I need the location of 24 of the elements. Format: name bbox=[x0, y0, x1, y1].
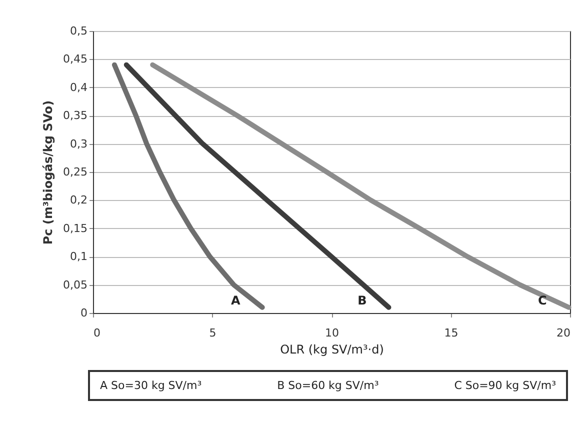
x-tick-label: 10 bbox=[325, 326, 339, 340]
x-tick-label: 0 bbox=[94, 326, 100, 340]
y-tick-label: 0,4 bbox=[70, 80, 88, 94]
x-tick-label: 15 bbox=[444, 326, 458, 340]
y-tick-label: 0,45 bbox=[63, 52, 88, 66]
text: A So=30 kg SV/m³ bbox=[100, 379, 202, 392]
y-tick-label: 0,15 bbox=[63, 222, 88, 235]
text: B So=60 kg SV/m³ bbox=[277, 379, 379, 392]
text: C So=90 kg SV/m³ bbox=[454, 379, 556, 392]
y-tick-label: 0,35 bbox=[63, 109, 88, 122]
y-tick-label: 0,2 bbox=[70, 194, 88, 207]
x-axis-title: OLR (kg SV/m³·d) bbox=[280, 342, 384, 356]
y-axis-title: Pc (m³biogás/kg SVo) bbox=[41, 100, 56, 245]
y-tick-label: 0 bbox=[80, 306, 88, 320]
y-tick-label: 0,3 bbox=[70, 137, 88, 150]
y-tick-label: 0,5 bbox=[70, 24, 88, 38]
series-label: A bbox=[231, 293, 242, 308]
x-tick-label: 5 bbox=[209, 326, 216, 340]
x-tick-label: 20 bbox=[556, 326, 570, 340]
series-label: C bbox=[538, 293, 547, 308]
series-label: B bbox=[358, 293, 367, 308]
y-tick-label: 0,1 bbox=[70, 250, 88, 264]
y-tick-label: 0,25 bbox=[63, 166, 88, 178]
y-tick-label: 0,05 bbox=[63, 278, 88, 292]
